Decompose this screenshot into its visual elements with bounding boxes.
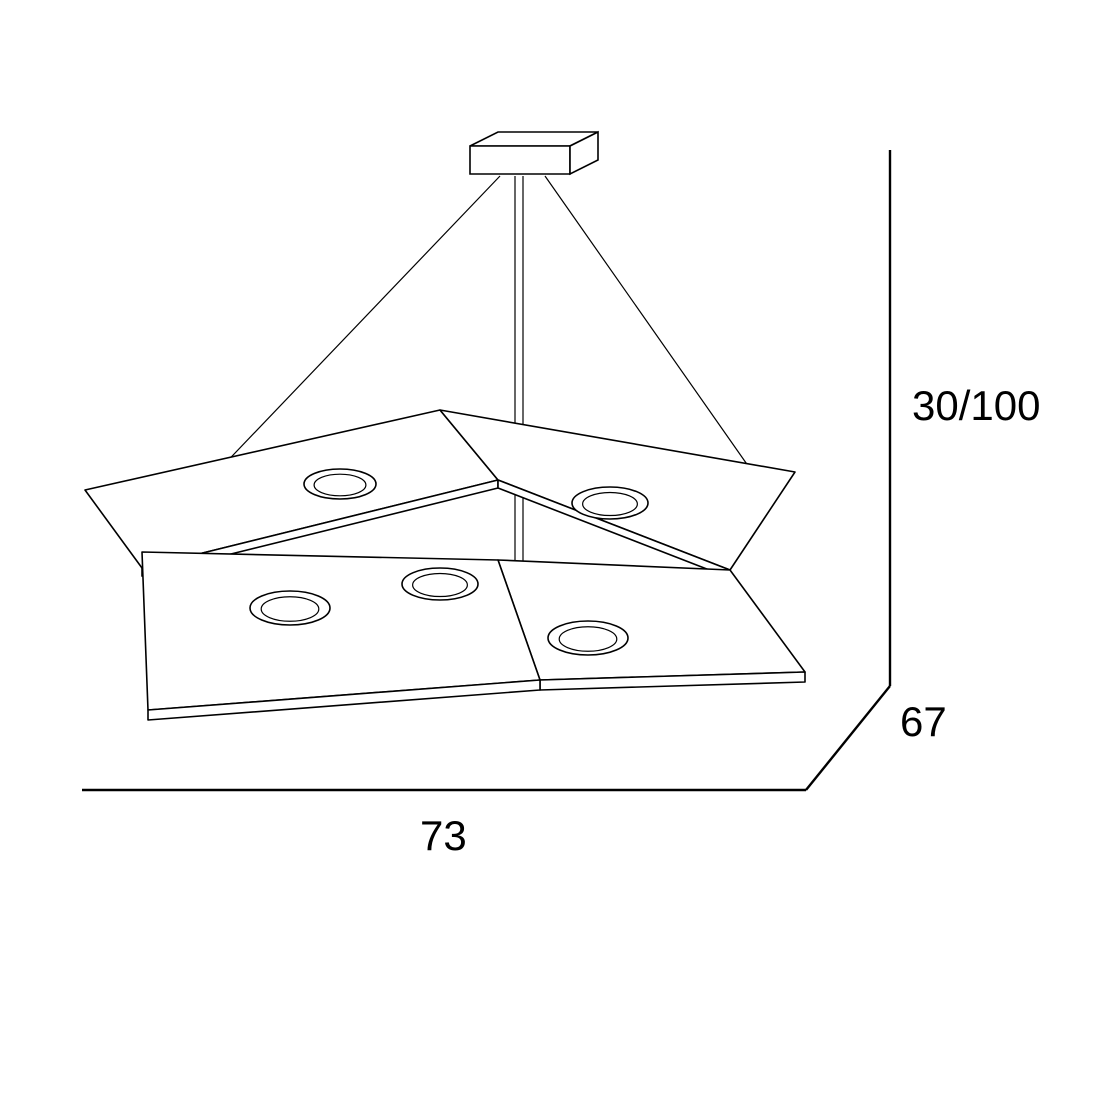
canopy-front — [470, 146, 570, 174]
dim-line-depth — [806, 686, 890, 790]
dim-label-height: 30/100 — [912, 382, 1040, 429]
panel-front-right — [498, 560, 805, 680]
spot-outer-3 — [402, 568, 478, 600]
spot-outer-0 — [304, 469, 376, 499]
spot-outer-1 — [572, 487, 648, 519]
technical-drawing: 73 67 30/100 — [0, 0, 1100, 1100]
spot-outer-2 — [250, 591, 330, 625]
panel-back-left — [85, 410, 498, 568]
dim-label-depth: 67 — [900, 698, 947, 745]
spot-outer-4 — [548, 621, 628, 655]
dim-label-width: 73 — [420, 812, 467, 859]
